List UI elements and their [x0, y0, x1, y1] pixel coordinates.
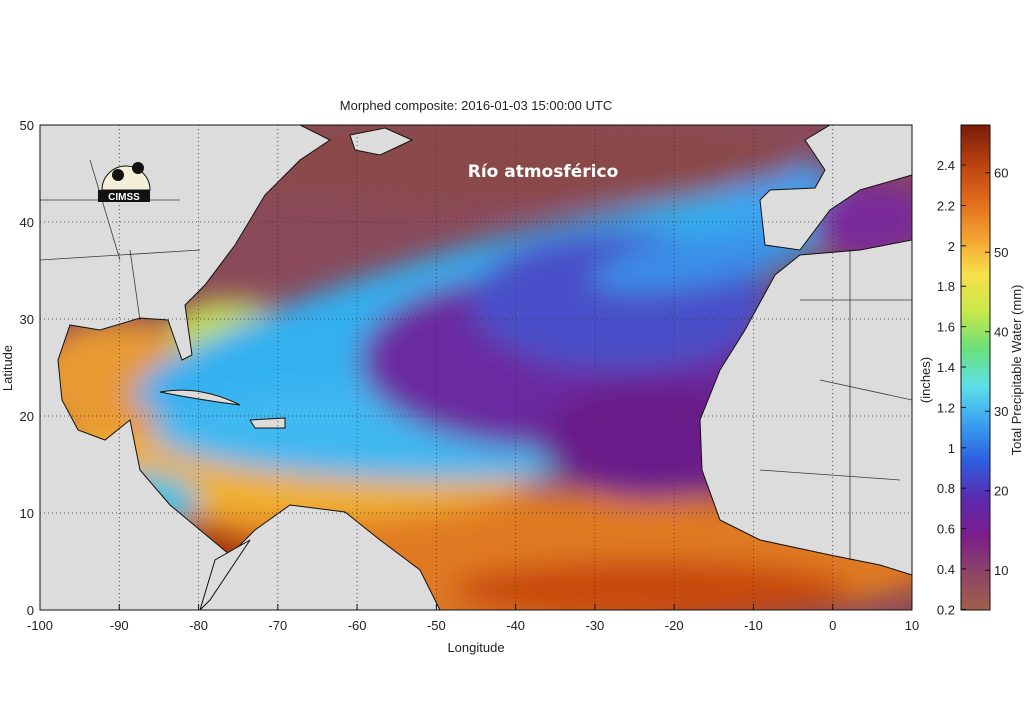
colorbar-inch-tick: 0.2 [937, 602, 955, 617]
colorbar-inch-tick: 1.4 [937, 360, 955, 375]
land [40, 125, 912, 610]
colorbar-inch-tick: 0.8 [937, 481, 955, 496]
svg-text:CIMSS: CIMSS [108, 192, 140, 203]
chart-title: Morphed composite: 2016-01-03 15:00:00 U… [340, 98, 612, 113]
colorbar-inch-tick: 1.8 [937, 279, 955, 294]
gridlines [40, 125, 912, 610]
x-tick-label: -20 [665, 618, 684, 633]
colorbar-mm-tick: 30 [994, 404, 1008, 419]
atmospheric-river-label: Río atmosférico [468, 162, 619, 182]
colorbar-inch-tick: 2.4 [937, 158, 955, 173]
colorbar-inch-tick: 0.4 [937, 562, 955, 577]
colorbar-mm-tick: 40 [994, 325, 1008, 340]
x-tick-label: -80 [189, 618, 208, 633]
colorbar-inch-tick: 2 [948, 239, 955, 254]
x-tick-label: -100 [27, 618, 53, 633]
colorbar-ticks: 0.2 0.4 0.6 0.8 1 1.2 1.4 1.6 1.8 2 2.2 2.4 10 20 30 40… [937, 158, 1009, 617]
x-tick-label: -50 [427, 618, 446, 633]
y-tick-label: 40 [20, 215, 34, 230]
colorbar-inch-tick: 1.2 [937, 400, 955, 415]
colorbar-inch-tick: 0.6 [937, 522, 955, 537]
y-tick-label: 10 [20, 506, 34, 521]
y-axis-label: Latitude [0, 345, 15, 391]
x-tick-label: -60 [348, 618, 367, 633]
map-frame [39, 124, 913, 611]
x-tick-label: 10 [905, 618, 919, 633]
x-axis: -100 -90 -80 -70 -60 -50 -40 -30 -20 -10 0 10 [27, 604, 919, 633]
y-tick-label: 0 [27, 603, 34, 618]
x-tick-label: 0 [829, 618, 836, 633]
x-tick-label: -40 [506, 618, 525, 633]
colorbar-mm-tick: 20 [994, 484, 1008, 499]
colorbar-mm-label: Total Precipitable Water (mm) [1009, 285, 1024, 456]
x-tick-label: -30 [586, 618, 605, 633]
colorbar-inches-label: (inches) [918, 357, 933, 403]
tpw-field [40, 125, 912, 610]
x-tick-label: -90 [110, 618, 129, 633]
x-tick-label: -70 [268, 618, 287, 633]
x-axis-label: Longitude [447, 640, 504, 655]
colorbar-inch-tick: 1.6 [937, 320, 955, 335]
colorbar-inch-tick: 2.2 [937, 198, 955, 213]
y-axis: 0 10 20 30 40 50 [20, 118, 34, 618]
y-tick-label: 30 [20, 312, 34, 327]
colorbar-mm-tick: 10 [994, 563, 1008, 578]
colorbar-inch-tick: 1 [948, 441, 955, 456]
colorbar-mm-tick: 60 [994, 166, 1008, 181]
cimss-logo: CIMSS [98, 162, 151, 203]
y-tick-label: 50 [20, 118, 34, 133]
x-tick-label: -10 [744, 618, 763, 633]
y-tick-label: 20 [20, 409, 34, 424]
colorbar-mm-tick: 50 [994, 245, 1008, 260]
